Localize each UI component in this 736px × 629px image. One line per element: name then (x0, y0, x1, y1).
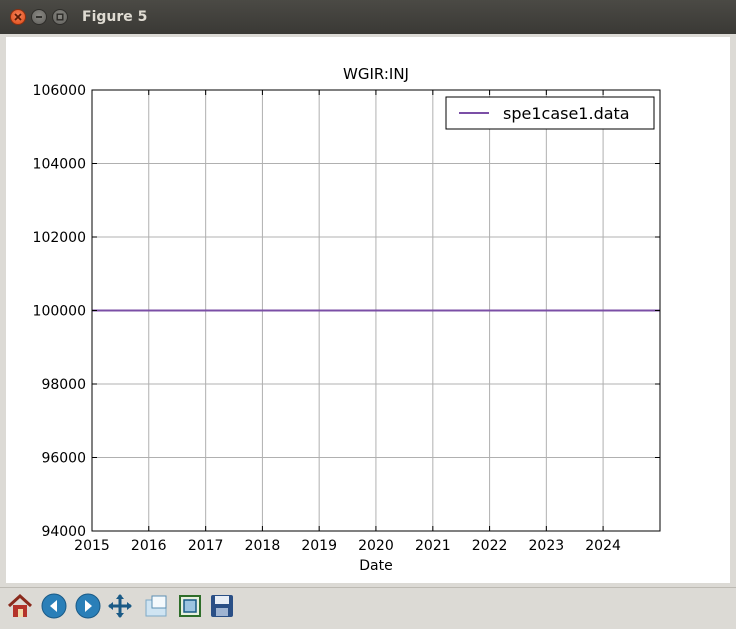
y-tick-label: 100000 (33, 304, 86, 320)
window-title-bar: Figure 5 (0, 0, 736, 34)
chart-title: WGIR:INJ (343, 65, 409, 83)
save-icon (211, 595, 233, 617)
legend-label: spe1case1.data (503, 104, 630, 123)
x-tick-label: 2023 (529, 538, 565, 554)
y-tick-label: 102000 (33, 230, 86, 246)
zoom-icon (145, 595, 167, 617)
y-tick-label: 94000 (41, 524, 86, 540)
close-icon (14, 13, 22, 21)
maximize-window-button[interactable] (52, 9, 68, 25)
x-tick-label: 2020 (358, 538, 394, 554)
x-tick-label: 2019 (301, 538, 337, 554)
home-icon (7, 593, 33, 617)
pan-button[interactable] (104, 590, 136, 622)
y-tick-label: 106000 (33, 83, 86, 99)
y-tick-label: 104000 (33, 157, 86, 173)
legend: spe1case1.data (445, 96, 655, 130)
navigation-toolbar (0, 587, 736, 629)
x-tick-label: 2018 (245, 538, 281, 554)
zoom-button[interactable] (140, 590, 172, 622)
ticks: 2015 2016 2017 2018 2019 2020 2021 2022 2023 2024… (33, 83, 660, 554)
chart: 2015 2016 2017 2018 2019 2020 2021 2022 2023 2024… (33, 65, 661, 574)
window-title: Figure 5 (82, 9, 148, 25)
x-tick-label: 2024 (585, 538, 621, 554)
y-tick-label: 98000 (41, 377, 86, 393)
home-button[interactable] (4, 590, 36, 622)
figure-canvas: 2015 2016 2017 2018 2019 2020 2021 2022 2023 2024… (6, 37, 730, 583)
x-tick-label: 2021 (415, 538, 451, 554)
x-tick-label: 2015 (74, 538, 110, 554)
forward-button[interactable] (72, 590, 104, 622)
x-tick-label: 2022 (472, 538, 508, 554)
y-tick-label: 96000 (41, 451, 86, 467)
pan-icon (108, 594, 132, 618)
back-button[interactable] (38, 590, 70, 622)
x-axis-label: Date (359, 558, 392, 574)
x-tick-label: 2016 (131, 538, 167, 554)
back-icon (41, 593, 67, 619)
subplots-icon (179, 595, 201, 617)
maximize-icon (56, 13, 64, 21)
x-tick-label: 2017 (188, 538, 224, 554)
minimize-window-button[interactable] (31, 9, 47, 25)
minimize-icon (36, 16, 42, 18)
close-window-button[interactable] (10, 9, 26, 25)
configure-subplots-button[interactable] (174, 590, 206, 622)
save-button[interactable] (206, 590, 238, 622)
forward-icon (75, 593, 101, 619)
